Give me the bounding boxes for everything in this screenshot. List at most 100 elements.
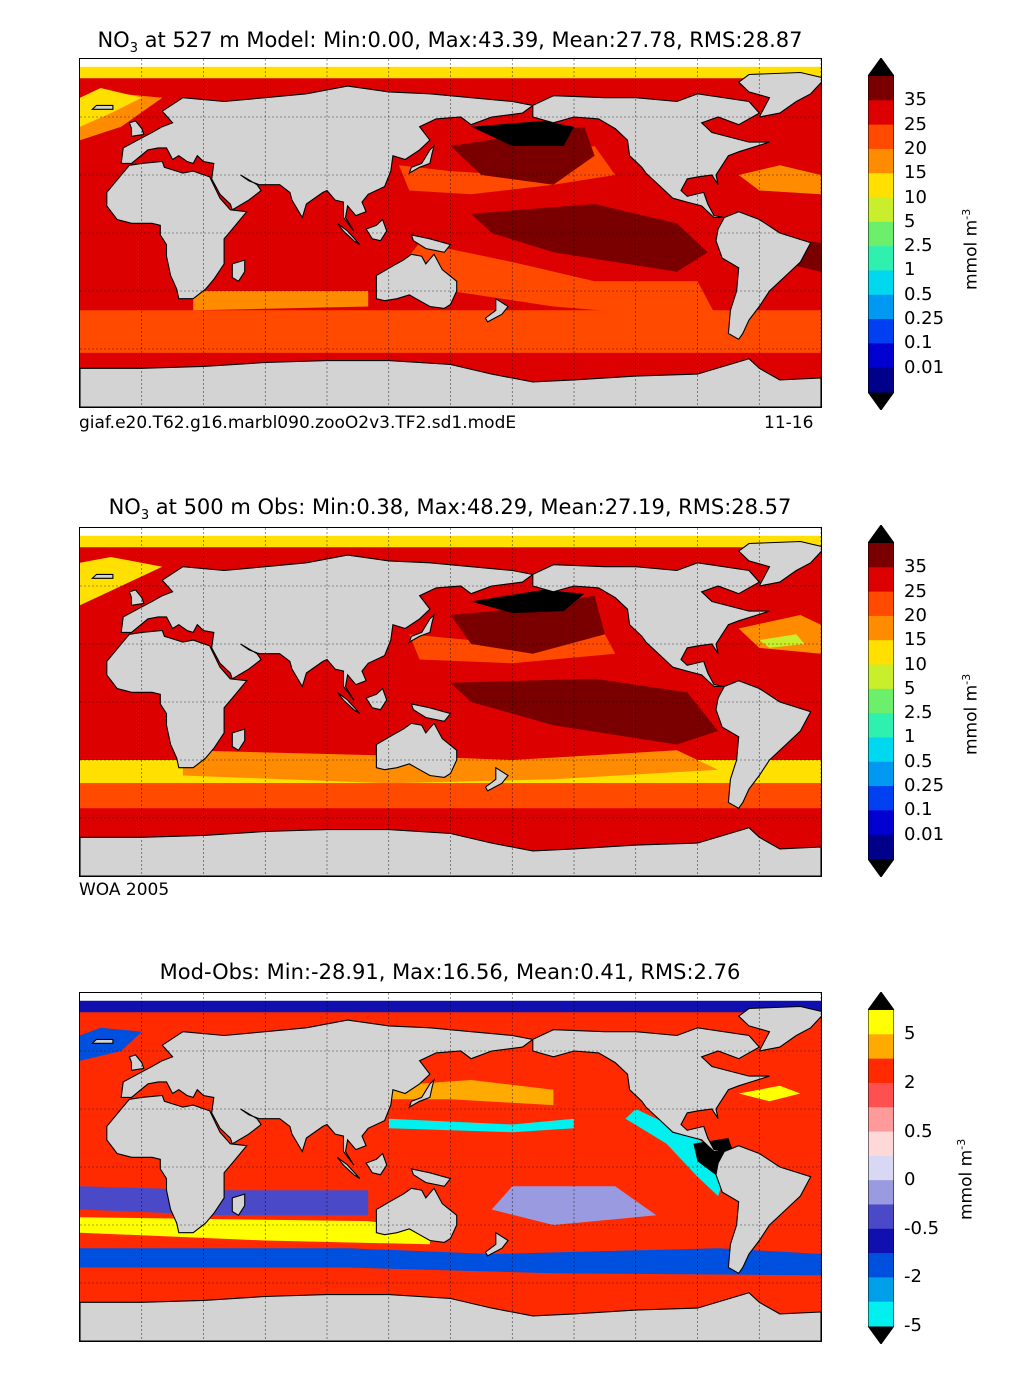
colorbar <box>867 524 895 878</box>
land-uk <box>128 1054 145 1071</box>
ocean-contour-region <box>471 204 708 272</box>
colorbar-segment <box>868 1082 894 1108</box>
ocean-contour-region <box>80 1027 142 1061</box>
colorbar-segment <box>868 100 894 126</box>
land-borneo <box>365 687 388 711</box>
colorbar-tick-label: -5 <box>904 1315 922 1336</box>
colorbar-extend-max <box>868 992 894 1010</box>
land-nz <box>484 1231 509 1257</box>
colorbar-segment <box>868 246 894 271</box>
colorbar-segment <box>868 1155 894 1181</box>
land-uk <box>128 589 145 606</box>
colorbar-extend-min <box>868 1326 894 1344</box>
ocean-contour-region <box>759 634 805 648</box>
ocean-contour-region <box>80 1217 430 1245</box>
colorbar-segment <box>868 664 894 690</box>
ocean-contour-region <box>471 589 585 614</box>
colorbar-segment <box>868 294 894 320</box>
land-borneo <box>365 218 388 242</box>
panel-title: NO3 at 527 m Model: Min:0.00, Max:43.39,… <box>97 28 803 57</box>
colorbar-segment <box>868 367 894 393</box>
ocean-contour-region <box>738 1085 801 1102</box>
colorbar-segment <box>868 713 894 738</box>
land-eurasia <box>120 554 535 701</box>
colorbar-segment <box>868 591 894 617</box>
land-eurasia <box>120 1019 535 1166</box>
map-svg <box>80 528 821 876</box>
map-plot <box>79 992 822 1342</box>
colorbar-extend-min <box>868 392 894 410</box>
colorbar-tick-label: -0.5 <box>904 1217 940 1239</box>
colorbar-segment <box>868 148 894 174</box>
colorbar-svg <box>867 57 895 411</box>
colorbar-tick-label: 5 <box>904 1023 916 1045</box>
land-namerica <box>532 1027 770 1153</box>
colorbar-segment <box>868 1180 894 1205</box>
colorbar-segment <box>868 319 894 344</box>
panel-title: Mod-Obs: Min:-28.91, Max:16.56, Mean:0.4… <box>159 960 741 984</box>
colorbar-segment <box>868 688 894 714</box>
colorbar-tick-label: 15 <box>904 629 927 651</box>
colorbar <box>867 57 895 411</box>
land-samerica <box>715 680 812 810</box>
colorbar-tick-label: 0.5 <box>904 283 933 305</box>
colorbar-tick-label: 0.5 <box>904 750 933 772</box>
land-uk <box>128 120 145 137</box>
colorbar-tick-label: 0 <box>904 1169 916 1191</box>
colorbar-extend-max <box>868 525 894 543</box>
colorbar-segment <box>868 543 894 568</box>
colorbar-tick-label: -2 <box>904 1266 922 1288</box>
colorbar <box>867 991 895 1345</box>
land-madagascar <box>231 1193 246 1217</box>
land-eurasia <box>120 85 535 232</box>
colorbar-segment <box>868 1301 894 1327</box>
colorbar-segment <box>868 1058 894 1084</box>
colorbar-extend-min <box>868 859 894 877</box>
dataset-label: WOA 2005 <box>79 880 170 900</box>
colorbar-tick-label: 35 <box>904 89 927 111</box>
colorbar-tick-label: 25 <box>904 113 927 135</box>
colorbar-tick-label: 0.25 <box>904 308 945 330</box>
colorbar-tick-label: 10 <box>904 653 927 675</box>
colorbar-segment <box>868 737 894 763</box>
colorbar-segment <box>868 1228 894 1254</box>
land-sumatra <box>336 1156 361 1180</box>
colorbar-segment <box>868 761 894 787</box>
colorbar-segment <box>868 270 894 296</box>
colorbar-segment <box>868 1107 894 1133</box>
colorbar-segment <box>868 567 894 593</box>
colorbar-tick-label: 2.5 <box>904 702 933 724</box>
colorbar-segment <box>868 834 894 860</box>
colorbar-tick-label: 2 <box>904 1071 916 1093</box>
colorbar-tick-label: 1 <box>904 259 916 281</box>
colorbar-segment <box>868 615 894 641</box>
colorbar-tick-label: 0.1 <box>904 332 933 354</box>
land-sumatra <box>336 691 361 715</box>
land-iceland <box>90 573 114 579</box>
colorbar-tick-label: 0.1 <box>904 799 933 821</box>
ocean-contour-region <box>450 595 605 654</box>
colorbar-segment <box>868 1204 894 1230</box>
map-plot <box>79 58 822 408</box>
colorbar-tick-label: 10 <box>904 186 927 208</box>
ocean-contour-region <box>450 678 719 745</box>
land-sumatra <box>336 222 361 246</box>
ocean-contour-region <box>80 1186 369 1216</box>
colorbar-segment <box>868 810 894 836</box>
panel-title: NO3 at 500 m Obs: Min:0.38, Max:48.29, M… <box>108 495 792 524</box>
colorbar-tick-label: 35 <box>904 556 927 578</box>
map-svg <box>80 993 821 1341</box>
colorbar-segment <box>868 1034 894 1060</box>
colorbar-segment <box>868 343 894 369</box>
run-name-label: giaf.e20.T62.g16.marbl090.zooO2v3.TF2.sd… <box>79 413 517 433</box>
colorbar-tick-label: 1 <box>904 726 916 748</box>
colorbar-segment <box>868 197 894 223</box>
colorbar-segment <box>868 1010 894 1035</box>
colorbar-segment <box>868 1277 894 1303</box>
land-japan <box>408 1078 436 1109</box>
land-madagascar <box>231 259 246 283</box>
land-borneo <box>365 1152 388 1176</box>
land-iceland <box>90 104 114 110</box>
land-japan <box>408 613 436 644</box>
colorbar-units: mmol m-3 <box>955 1138 977 1220</box>
